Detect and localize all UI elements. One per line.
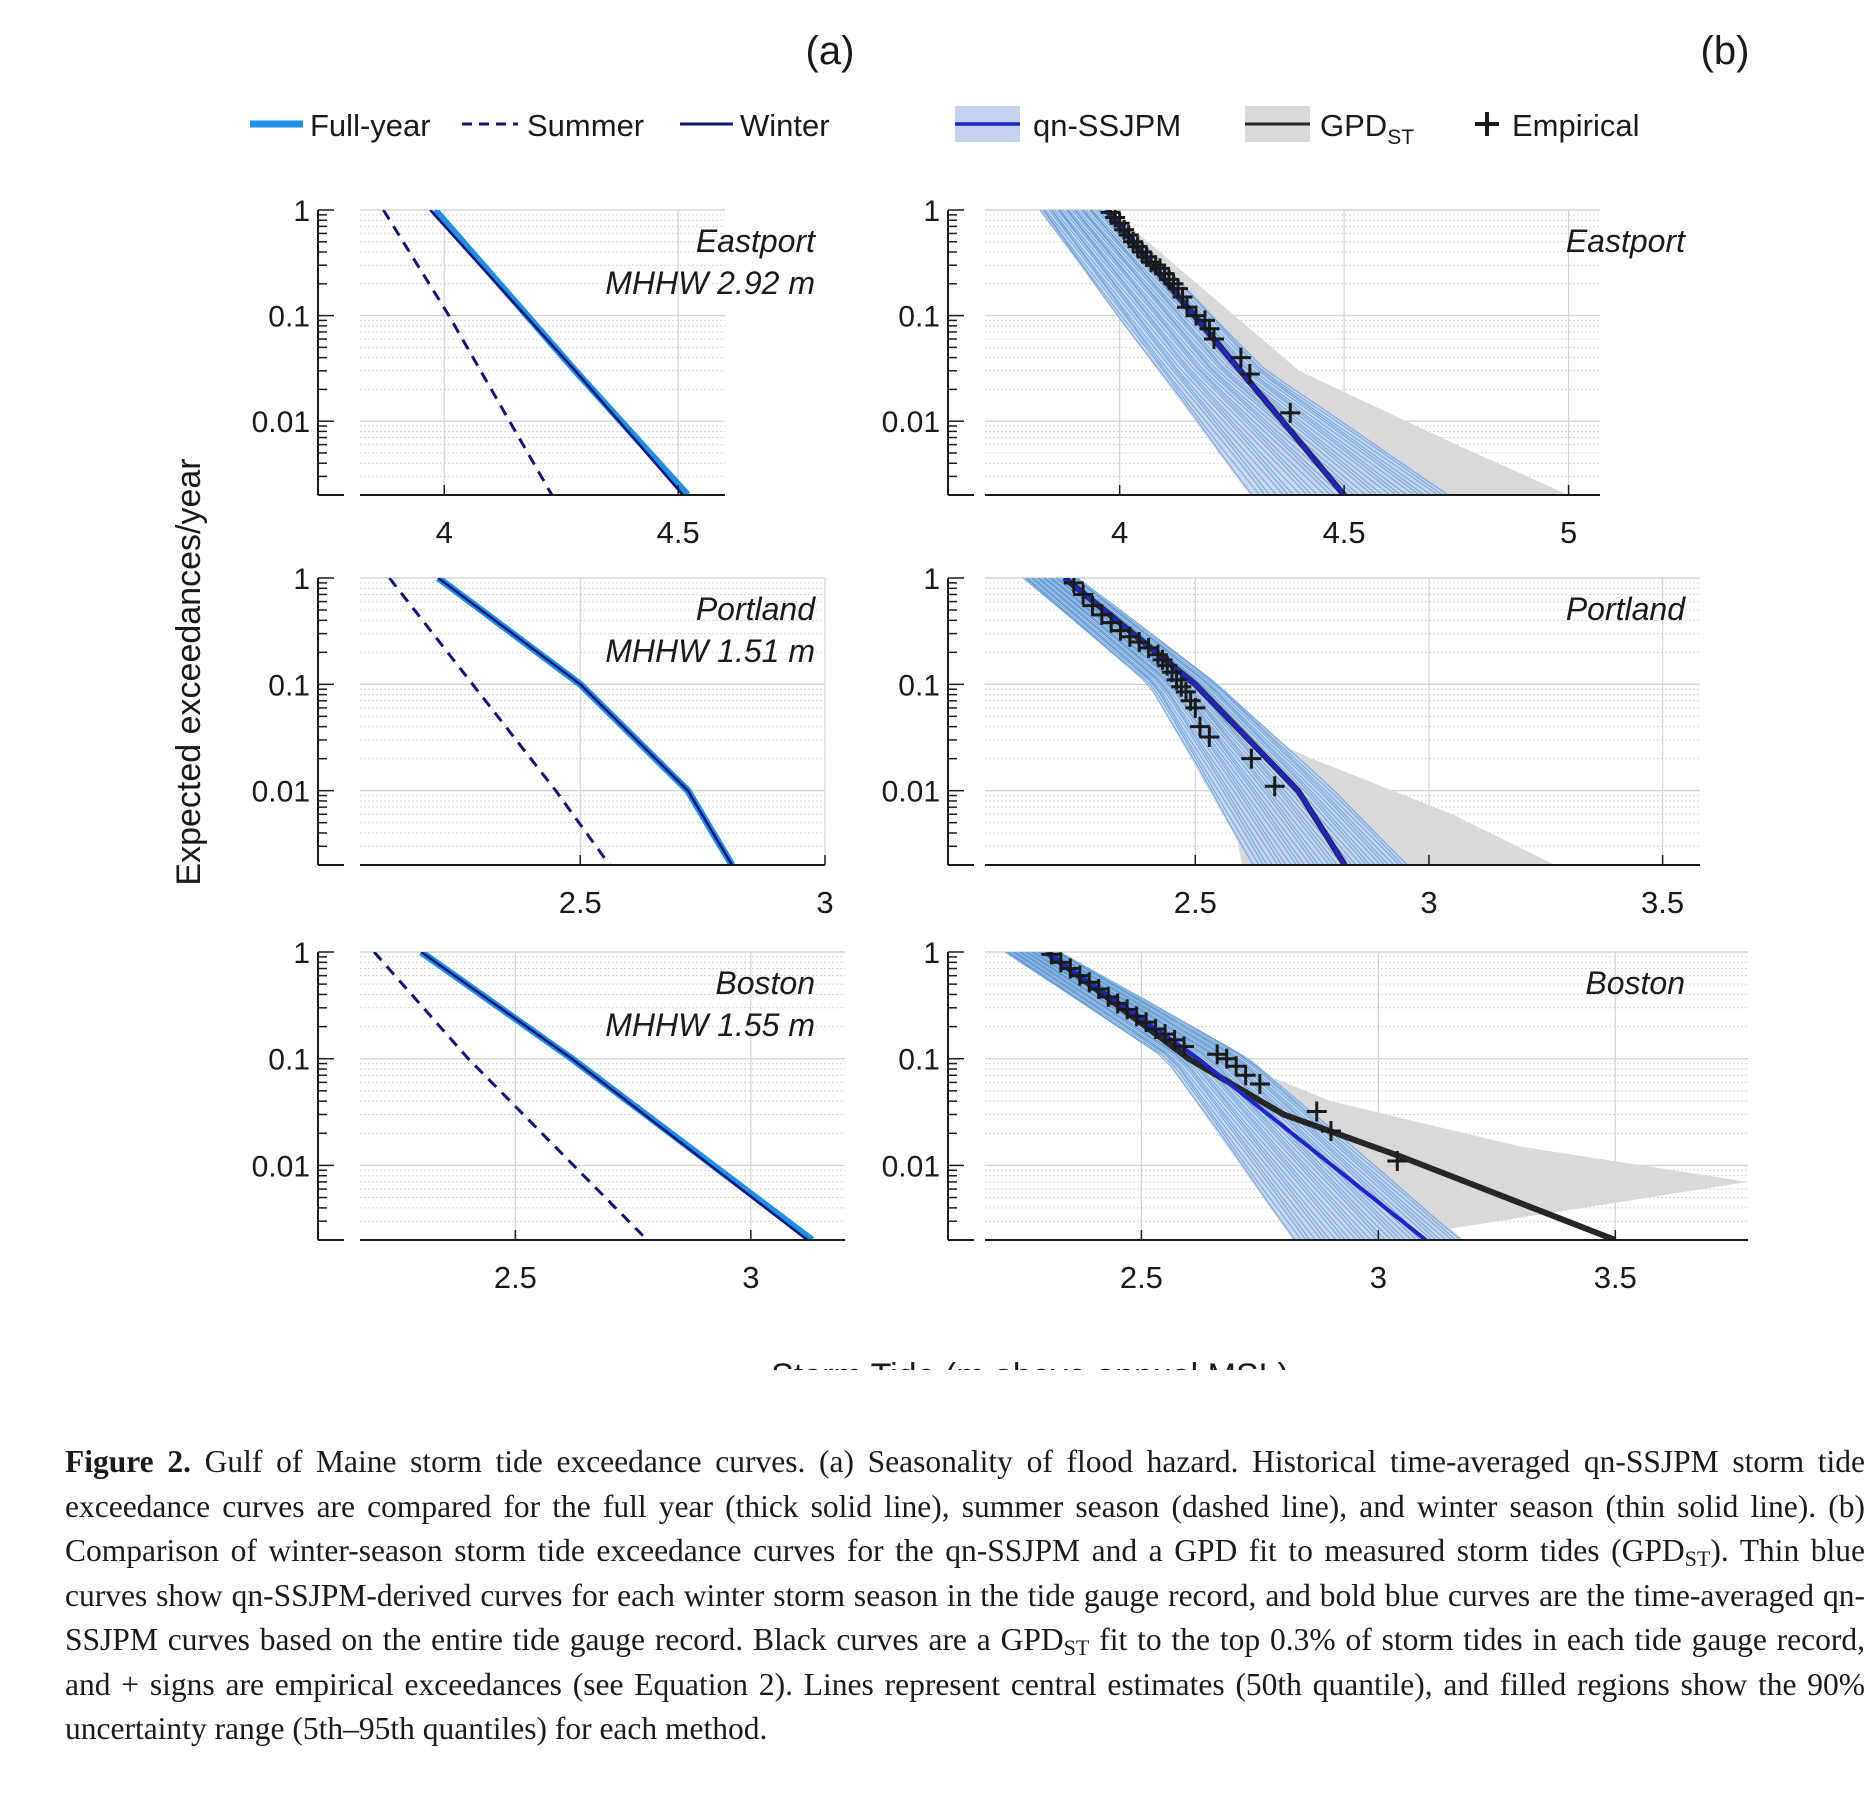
caption-text-1: Gulf of Maine storm tide exceedance curv… <box>65 1444 1866 1568</box>
x-tick-label: 2.5 <box>1174 885 1217 920</box>
panel-label-a: (a) <box>806 29 855 73</box>
legend-empirical-marker <box>1475 112 1499 136</box>
y-tick-label: 1 <box>293 563 310 596</box>
y-tick-label: 1 <box>923 937 940 970</box>
plot-area-b-eastport <box>1038 210 1569 495</box>
figure-caption: Figure 2. Gulf of Maine storm tide excee… <box>65 1440 1865 1752</box>
plot-area-a-eastport <box>382 210 691 495</box>
legend-b: qn-SSJPM GPDST Empirical <box>955 106 1639 149</box>
axes-b-eastport <box>947 209 1600 496</box>
x-tick-label: 4.5 <box>1323 515 1366 550</box>
y-tick-label: 0.1 <box>268 301 310 334</box>
x-tick-label: 4.5 <box>657 515 700 550</box>
y-tick-label: 0.01 <box>882 406 940 439</box>
axes-a-portland <box>317 577 826 866</box>
figure: (a) (b) Full-year Summer Winter qn-SSJPM… <box>170 29 1750 1370</box>
grid-a-portland <box>360 577 826 866</box>
legend-gpd-label: GPDST <box>1320 108 1414 149</box>
caption-text-2: ). Thin blue curves show qn-SSJPM-derive… <box>65 1533 1865 1657</box>
y-tick-label: 1 <box>923 563 940 596</box>
y-axis-label: Expected exceedances/year <box>170 458 208 885</box>
legend-winter-label: Winter <box>740 108 830 143</box>
station-label-b-boston: Boston <box>1585 965 1685 1001</box>
legend-gpd-sub: ST <box>1387 126 1414 149</box>
y-tick-label: 0.1 <box>898 1044 940 1077</box>
subplot-a-portland: 1 0.1 0.01 2.5 3 Portland MHHW 1.51 m <box>252 563 834 920</box>
caption-sub-2: ST <box>1063 1635 1090 1660</box>
y-tick-label: 0.1 <box>268 1044 310 1077</box>
y-tick-label: 1 <box>293 195 310 228</box>
legend-a: Full-year Summer Winter <box>250 108 830 143</box>
x-tick-label: 3 <box>742 1260 759 1295</box>
subplot-b-eastport: 1 0.1 0.01 4 4.5 5 Eastport <box>882 195 1687 550</box>
axes-b-boston <box>947 951 1748 1241</box>
y-tick-label: 0.1 <box>268 669 310 702</box>
x-tick-label: 3.5 <box>1641 885 1684 920</box>
series-winter-a-portland <box>437 578 734 865</box>
empirical-b-eastport <box>1100 210 1301 423</box>
axes-a-eastport <box>317 209 725 496</box>
caption-sub-1: ST <box>1684 1546 1711 1571</box>
mhhw-label-a-eastport: MHHW 2.92 m <box>605 265 815 301</box>
y-tick-label: 0.1 <box>898 301 940 334</box>
station-label-b-eastport: Eastport <box>1566 223 1686 259</box>
gpd-band-b-boston <box>1046 952 1748 1240</box>
x-tick-label: 2.5 <box>494 1260 537 1295</box>
axes-a-boston <box>317 951 845 1241</box>
axes-b-portland <box>947 577 1700 866</box>
y-tick-label: 0.1 <box>898 669 940 702</box>
grid-a-eastport <box>360 209 725 496</box>
x-tick-label: 2.5 <box>1120 1260 1163 1295</box>
panels: 1 0.1 0.01 4 4.5 Eastport MHHW 2.92 m 1 0.1 0.01 2… <box>252 195 1748 1295</box>
x-tick-label: 3.5 <box>1594 1260 1637 1295</box>
plot-area-b-boston <box>1004 952 1748 1240</box>
legend-summer-label: Summer <box>527 108 644 143</box>
x-tick-label: 3 <box>1370 1260 1387 1295</box>
mhhw-label-a-portland: MHHW 1.51 m <box>605 633 815 669</box>
plot-area-b-portland <box>1022 578 1556 865</box>
y-tick-label: 0.01 <box>252 406 310 439</box>
x-tick-label: 5 <box>1560 515 1577 550</box>
x-tick-label: 4 <box>1111 515 1128 550</box>
y-tick-label: 1 <box>923 195 940 228</box>
grid-a-boston <box>360 951 845 1241</box>
x-tick-label: 3 <box>1420 885 1437 920</box>
x-tick-label: 4 <box>436 515 453 550</box>
station-label-a-portland: Portland <box>696 591 816 627</box>
caption-text-3: fit to the top 0.3% of storm tides in ea… <box>65 1622 1865 1746</box>
subplot-b-portland: 1 0.1 0.01 2.5 3 3.5 Portland <box>882 563 1700 920</box>
y-tick-label: 0.01 <box>252 776 310 809</box>
x-axis-label: Storm Tide (m above annual MSL) <box>771 1357 1289 1370</box>
x-tick-label: 3 <box>816 885 833 920</box>
caption-label: Figure 2. <box>65 1444 191 1479</box>
series-summer-a-portland <box>388 578 611 865</box>
empirical-b-boston <box>1041 952 1408 1171</box>
plot-area-a-boston <box>372 952 815 1240</box>
legend-gpd-main: GPD <box>1320 108 1387 143</box>
series-summer-a-eastport <box>382 210 554 495</box>
series-winter-a-boston <box>420 952 809 1240</box>
subplot-b-boston: 1 0.1 0.01 2.5 3 3.5 Boston <box>882 937 1748 1295</box>
y-tick-label: 0.01 <box>252 1150 310 1183</box>
series-summer-a-boston <box>372 952 649 1240</box>
legend-empirical-label: Empirical <box>1512 108 1639 143</box>
legend-full-year-label: Full-year <box>310 108 431 143</box>
plot-area-a-portland <box>388 578 736 865</box>
legend-qn-label: qn-SSJPM <box>1033 108 1181 143</box>
station-label-a-eastport: Eastport <box>696 223 816 259</box>
y-tick-label: 0.01 <box>882 1150 940 1183</box>
series-full-year-a-portland <box>436 578 736 865</box>
series-winter-a-eastport <box>429 210 684 495</box>
subplot-a-eastport: 1 0.1 0.01 4 4.5 Eastport MHHW 2.92 m <box>252 195 817 550</box>
y-tick-label: 1 <box>293 937 310 970</box>
y-tick-label: 0.01 <box>882 776 940 809</box>
x-tick-label: 2.5 <box>559 885 602 920</box>
station-label-b-portland: Portland <box>1566 591 1686 627</box>
series-full-year-a-eastport <box>432 210 691 495</box>
panel-label-b: (b) <box>1701 29 1750 73</box>
empirical-b-portland <box>1063 578 1285 797</box>
station-label-a-boston: Boston <box>715 965 815 1001</box>
subplot-a-boston: 1 0.1 0.01 2.5 3 Boston MHHW 1.55 m <box>252 937 845 1295</box>
mhhw-label-a-boston: MHHW 1.55 m <box>605 1007 815 1043</box>
